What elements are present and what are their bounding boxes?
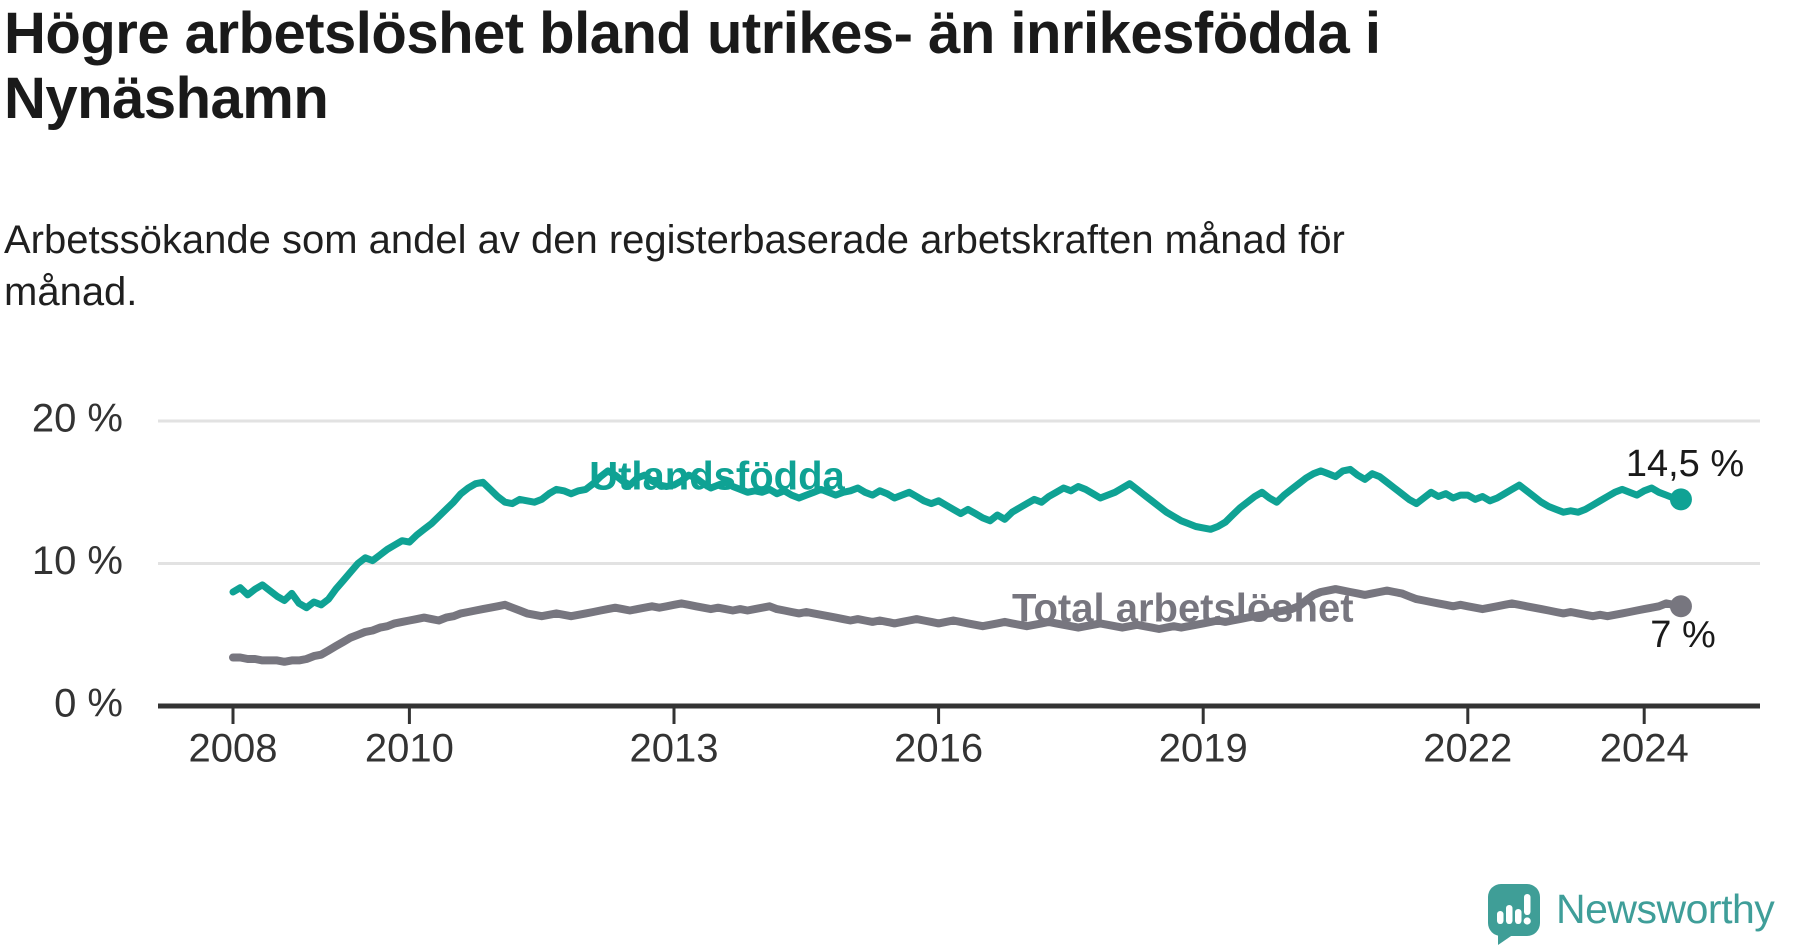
x-axis-label-2022: 2022 — [1423, 727, 1512, 771]
y-axis-label-0: 0 % — [54, 682, 123, 726]
newsworthy-branding: Newsworthy — [1488, 884, 1775, 946]
series-label-total-arbetsloshet: Total arbetslöshet — [1012, 587, 1354, 631]
y-axis-label-10: 10 % — [32, 539, 123, 583]
series-end-dot-utlandsfodda — [1669, 488, 1692, 511]
chart-subtitle: Arbetssökande som andel av den registerb… — [4, 218, 1345, 314]
x-axis-label-2008: 2008 — [189, 727, 278, 771]
series-line-total-arbetsloshet — [229, 585, 1685, 666]
y-axis-label-20: 20 % — [32, 397, 123, 441]
series-line-utlandsfodda — [229, 465, 1685, 612]
newsworthy-wordmark: Newsworthy — [1556, 886, 1775, 932]
x-axis-label-2019: 2019 — [1159, 727, 1248, 771]
series-end-value-total-arbetsloshet: 7 % — [1650, 614, 1715, 656]
x-axis-label-2016: 2016 — [894, 727, 983, 771]
series-end-dot-total-arbetsloshet — [1669, 595, 1692, 618]
series-end-value-utlandsfodda: 14,5 % — [1626, 443, 1744, 485]
x-axis-label-2010: 2010 — [365, 727, 454, 771]
series-label-utlandsfodda: Utlandsfödda — [589, 455, 845, 499]
newsworthy-speech-bubble-bar-chart-icon — [1488, 884, 1540, 945]
x-axis-label-2024: 2024 — [1600, 727, 1689, 771]
chart-title: Högre arbetslöshet bland utrikes- än inr… — [4, 1, 1381, 131]
x-axis-label-2013: 2013 — [630, 727, 719, 771]
